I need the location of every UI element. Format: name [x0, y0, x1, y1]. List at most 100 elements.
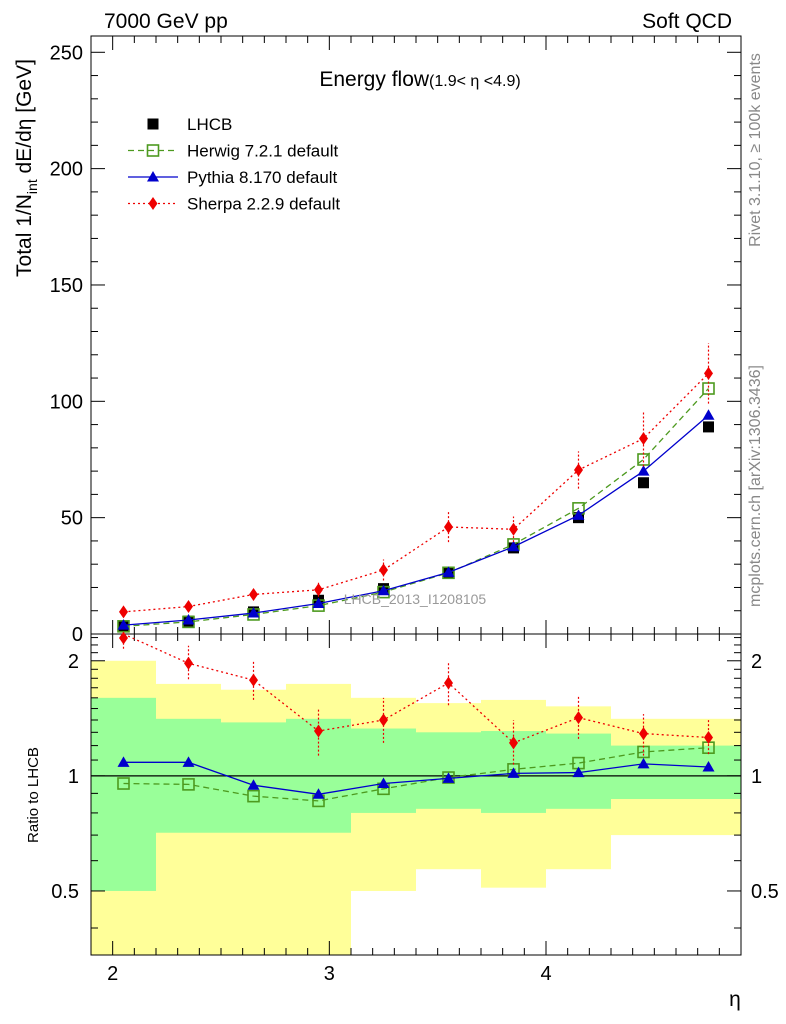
- legend-marker: [147, 171, 159, 182]
- ratio-plot-series: [117, 631, 715, 808]
- legend-label: Sherpa 2.2.9 default: [187, 195, 340, 214]
- ratio-y-tick-label: 0.5: [51, 881, 79, 903]
- data-point: [182, 614, 195, 625]
- mcplots-reference-label: mcplots.cern.ch [arXiv:1306.3436]: [747, 365, 764, 607]
- data-point: [184, 600, 193, 614]
- y-axis-label: Total 1/Nint dE/dη [GeV]: [13, 59, 40, 277]
- ratio-data-point: [379, 713, 388, 727]
- ratio-data-point: [442, 772, 455, 783]
- data-point: [572, 509, 585, 520]
- y-tick-label: 50: [61, 508, 83, 530]
- data-point: [702, 409, 715, 420]
- ratio-y-tick-label-right: 2: [751, 651, 762, 673]
- ratio-data-point: [377, 777, 390, 789]
- ratio-data-point: [637, 757, 650, 769]
- data-point: [574, 463, 583, 477]
- series-line: [123, 372, 709, 613]
- data-point: [117, 619, 130, 630]
- legend-label: Pythia 8.170 default: [187, 168, 338, 187]
- data-point: [703, 421, 714, 433]
- data-point: [639, 432, 648, 446]
- x-axis-label: η: [729, 988, 741, 1011]
- ratio-series-pythia-8-170-default: [117, 756, 715, 799]
- x-tick-label: 4: [540, 963, 551, 985]
- y-tick-label: 200: [50, 159, 83, 181]
- data-point: [442, 566, 455, 577]
- ratio-data-point: [184, 656, 193, 670]
- ratio-plot: 0.5 0.5 1 1 2 2 2 3 4: [51, 631, 779, 985]
- rivet-version-label: Rivet 3.1.10, ≥ 100k events: [747, 53, 764, 247]
- legend: LHCB Herwig 7.2.1 default Pythia 8.170 def…: [128, 115, 340, 214]
- ratio-data-point: [572, 766, 585, 778]
- ratio-data-point: [182, 778, 195, 791]
- data-point: [249, 587, 258, 601]
- watermark: LHCB_2013_I1208105: [344, 591, 487, 607]
- data-point: [637, 465, 650, 476]
- ratio-data-point: [444, 676, 453, 690]
- data-point: [704, 366, 713, 380]
- data-point: [509, 522, 518, 536]
- data-point: [247, 607, 260, 618]
- x-tick-label: 3: [324, 963, 335, 985]
- series-pythia-8-170-default: [117, 409, 715, 630]
- ratio-data-point: [314, 724, 323, 738]
- ratio-data-point: [312, 788, 325, 799]
- plot-title: Energy flow(1.9< η <4.9): [319, 68, 520, 91]
- inner-band: [676, 745, 741, 799]
- ratio-data-point: [704, 730, 713, 744]
- ratio-series-line: [123, 761, 709, 795]
- ratio-data-point: [247, 779, 260, 790]
- ratio-y-axis-label: Ratio to LHCB: [25, 747, 42, 843]
- y-tick-label: 0: [72, 624, 83, 646]
- legend-entry-lhcb: LHCB: [147, 115, 232, 134]
- y-tick-label: 100: [50, 391, 83, 413]
- data-point: [119, 605, 128, 619]
- ratio-data-point: [507, 767, 520, 778]
- inner-band: [91, 697, 156, 891]
- data-point: [507, 540, 520, 552]
- ratio-data-point: [117, 777, 130, 790]
- y-tick-label: 150: [50, 275, 83, 297]
- ratio-y-tick-label-right: 0.5: [751, 881, 779, 903]
- legend-marker: [147, 118, 159, 130]
- legend-entry-herwig-7-2-1-default: Herwig 7.2.1 default: [128, 142, 338, 161]
- series-line: [123, 414, 709, 626]
- ratio-data-point: [702, 760, 715, 772]
- main-plot-series: [117, 343, 715, 633]
- legend-entry-pythia-8-170-default: Pythia 8.170 default: [128, 168, 338, 187]
- ratio-plot-axes: 0.5 0.5 1 1 2 2 2 3 4: [51, 633, 779, 985]
- data-point: [444, 520, 453, 534]
- legend-entry-sherpa-2-2-9-default: Sherpa 2.2.9 default: [128, 195, 340, 214]
- data-point: [379, 563, 388, 577]
- header-left: 7000 GeV pp: [104, 10, 228, 33]
- data-point: [377, 584, 390, 596]
- ratio-data-point: [509, 736, 518, 750]
- ratio-data-point: [182, 756, 195, 767]
- ratio-data-point: [249, 673, 258, 687]
- ratio-data-point: [117, 756, 130, 767]
- main-plot: 0 50 100 150 200 250: [50, 35, 742, 646]
- ratio-y-tick-label: 1: [68, 766, 79, 788]
- legend-marker: [148, 197, 158, 210]
- ratio-uncertainty-bands: [91, 660, 741, 955]
- y-tick-label: 250: [50, 42, 83, 64]
- ratio-data-point: [119, 631, 128, 645]
- header-right: Soft QCD: [642, 10, 732, 33]
- ratio-data-point: [574, 711, 583, 725]
- data-point: [312, 597, 325, 609]
- data-point: [314, 583, 323, 597]
- data-point: [638, 477, 649, 489]
- x-tick-label: 2: [107, 963, 118, 985]
- ratio-data-point: [639, 727, 648, 741]
- legend-label: Herwig 7.2.1 default: [187, 142, 338, 161]
- ratio-y-tick-label-right: 1: [751, 766, 762, 788]
- series-sherpa-2-2-9-default: [119, 343, 713, 619]
- ratio-y-tick-label: 2: [68, 651, 79, 673]
- legend-label: LHCB: [187, 115, 232, 134]
- ratio-series-line: [123, 747, 709, 802]
- ratio-data-point: [247, 789, 260, 803]
- legend-marker: [146, 144, 160, 157]
- inner-band: [416, 732, 481, 809]
- ratio-series-sherpa-2-2-9-default: [119, 631, 713, 765]
